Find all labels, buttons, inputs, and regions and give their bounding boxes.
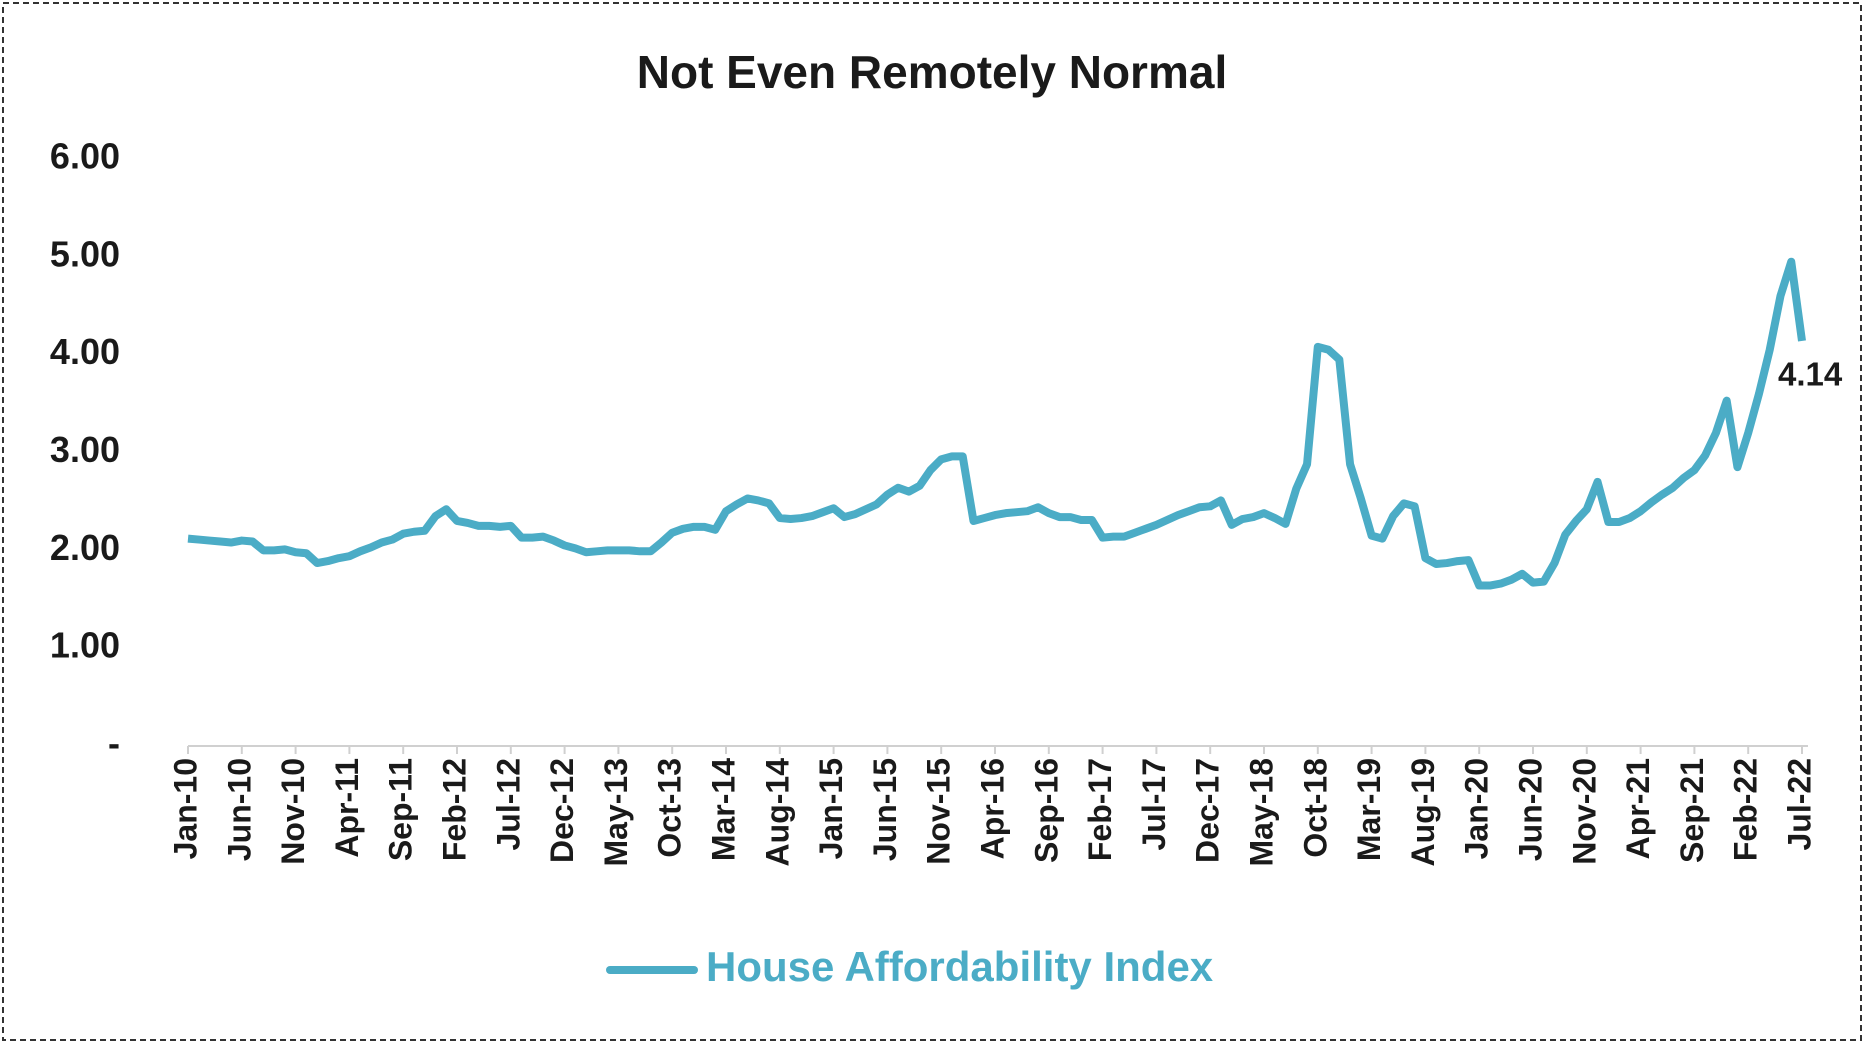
y-tick-label: - <box>108 723 120 764</box>
y-tick-label: 6.00 <box>50 136 120 177</box>
x-tick-label: Nov-20 <box>1566 758 1602 865</box>
x-tick-label: Apr-16 <box>974 758 1010 859</box>
x-tick-label: Apr-21 <box>1620 758 1656 859</box>
x-tick-label: Jun-10 <box>221 758 257 861</box>
x-tick-label: Mar-19 <box>1351 758 1387 861</box>
x-tick-label: Nov-15 <box>921 758 957 865</box>
x-tick-label: May-18 <box>1243 758 1279 867</box>
legend-label: House Affordability Index <box>706 943 1214 990</box>
y-tick-label: 2.00 <box>50 527 120 568</box>
x-tick-label: Jul-12 <box>490 758 526 850</box>
x-tick-label: Aug-19 <box>1405 758 1441 866</box>
series-line <box>187 257 1806 590</box>
x-tick-label: Sep-11 <box>383 758 419 861</box>
x-tick-label: Dec-12 <box>544 758 580 863</box>
x-tick-label: Apr-11 <box>329 758 365 858</box>
y-tick-label: 4.00 <box>50 331 120 372</box>
y-tick-label: 1.00 <box>50 625 120 666</box>
x-tick-label: Feb-17 <box>1082 758 1118 861</box>
x-tick-label: Jul-17 <box>1136 758 1172 850</box>
y-tick-label: 3.00 <box>50 429 120 470</box>
x-tick-label: Jul-22 <box>1781 758 1817 850</box>
x-tick-label: May-13 <box>598 758 634 867</box>
x-tick-label: Jun-15 <box>867 758 903 861</box>
x-tick-label: Feb-12 <box>436 758 472 861</box>
y-tick-label: 5.00 <box>50 233 120 274</box>
x-tick-label: Oct-18 <box>1297 758 1333 858</box>
x-tick-label: Sep-16 <box>1028 758 1064 863</box>
x-tick-label: Feb-22 <box>1728 758 1764 861</box>
x-tick-label: Jan-15 <box>813 758 849 859</box>
x-tick-label: Aug-14 <box>759 758 795 867</box>
x-tick-label: Nov-10 <box>275 758 311 865</box>
x-tick-label: Jan-20 <box>1459 758 1495 859</box>
x-tick-label: Dec-17 <box>1190 758 1226 863</box>
x-tick-label: Oct-13 <box>652 758 688 858</box>
x-tick-label: Mar-14 <box>705 758 741 861</box>
x-tick-label: Jun-20 <box>1512 758 1548 861</box>
chart-title: Not Even Remotely Normal <box>637 46 1227 98</box>
data-label: 4.14 <box>1778 356 1843 393</box>
x-tick-label: Sep-21 <box>1674 758 1710 863</box>
x-tick-label: Jan-10 <box>167 758 203 859</box>
